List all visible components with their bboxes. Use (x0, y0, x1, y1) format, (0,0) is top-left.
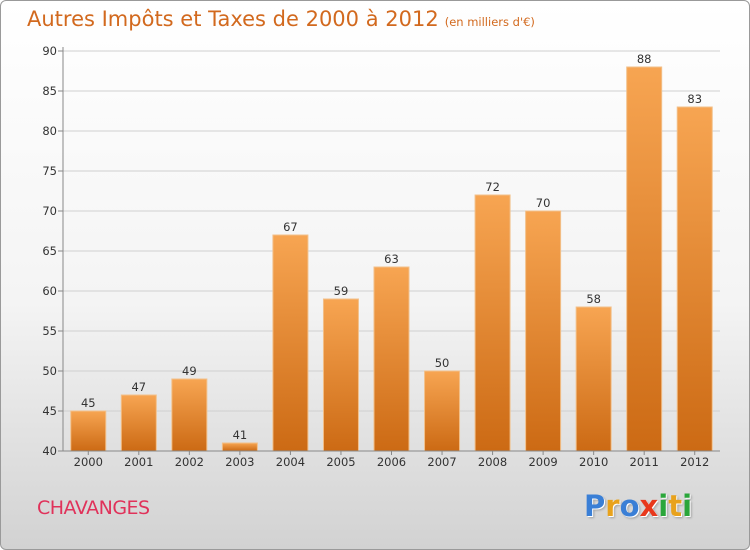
x-tick-label: 2005 (326, 455, 355, 469)
y-tick-label: 45 (42, 404, 57, 418)
x-tick-label: 2007 (427, 455, 456, 469)
y-tick-label: 70 (42, 204, 57, 218)
x-tick-label: 2011 (630, 455, 659, 469)
axes (58, 47, 720, 455)
x-tick-label: 2004 (276, 455, 305, 469)
bar-value-label: 70 (536, 196, 551, 210)
bar-value-label: 72 (485, 180, 500, 194)
x-tick-label: 2001 (124, 455, 153, 469)
logo-letter: i (658, 489, 669, 523)
bar (474, 194, 511, 452)
bar-value-label: 50 (435, 356, 450, 370)
bars (70, 66, 713, 452)
bar (373, 266, 410, 452)
bar (525, 210, 562, 452)
chart-title-text: Autres Impôts et Taxes de 2000 à 2012 (27, 7, 439, 31)
logo-letter: r (605, 489, 620, 523)
bar (424, 370, 461, 452)
bar (120, 394, 157, 452)
x-tick-label: 2008 (478, 455, 507, 469)
bar-value-label: 67 (283, 220, 298, 234)
logo-letter: x (639, 489, 659, 523)
logo-letter: i (682, 489, 693, 523)
x-tick-label: 2012 (680, 455, 709, 469)
bar (322, 298, 359, 452)
x-tick-label: 2003 (225, 455, 254, 469)
logo-letter: P (584, 489, 606, 523)
bar-value-label: 59 (334, 284, 349, 298)
proxiti-logo[interactable]: Proxiti (584, 489, 692, 523)
bar (272, 234, 309, 452)
y-tick-label: 55 (42, 324, 57, 338)
bar (70, 410, 107, 452)
x-tick-label: 2000 (74, 455, 103, 469)
commune-name: CHAVANGES (37, 497, 150, 519)
bar (676, 106, 713, 452)
bar-value-label: 83 (687, 92, 702, 106)
x-tick-label: 2002 (175, 455, 204, 469)
bar (221, 442, 258, 452)
bar (171, 378, 208, 452)
y-tick-label: 40 (42, 444, 57, 458)
bar (626, 66, 663, 452)
y-tick-label: 75 (42, 164, 57, 178)
chart-unit: (en milliers d'€) (444, 15, 535, 29)
y-tick-label: 50 (42, 364, 57, 378)
bar-value-label: 49 (182, 364, 197, 378)
y-tick-label: 65 (42, 244, 57, 258)
bar (575, 306, 612, 452)
x-tick-label: 2009 (528, 455, 557, 469)
labels: 40 45 50 55 60 65 70 75 80 85 90 45 2000 47 2001 49 2002… (42, 44, 709, 469)
bar-value-label: 45 (81, 396, 96, 410)
y-tick-label: 90 (42, 44, 57, 58)
bar-value-label: 63 (384, 252, 399, 266)
bar-value-label: 58 (586, 292, 601, 306)
logo-letter: t (668, 489, 683, 523)
x-tick-label: 2006 (377, 455, 406, 469)
y-tick-label: 60 (42, 284, 57, 298)
bar-value-label: 88 (637, 52, 652, 66)
x-tick-label: 2010 (579, 455, 608, 469)
bar-value-label: 41 (233, 428, 248, 442)
chart-title: Autres Impôts et Taxes de 2000 à 2012 (en… (27, 7, 535, 31)
y-tick-label: 85 (42, 84, 57, 98)
y-tick-label: 80 (42, 124, 57, 138)
bar-value-label: 47 (131, 380, 146, 394)
logo-letter: o (619, 489, 640, 523)
